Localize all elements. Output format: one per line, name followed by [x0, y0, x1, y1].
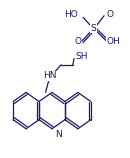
Text: O: O	[75, 37, 82, 46]
Text: S: S	[91, 24, 96, 33]
Text: HN: HN	[43, 71, 56, 80]
Text: OH: OH	[107, 37, 120, 46]
Text: O: O	[107, 10, 114, 19]
Text: N: N	[55, 130, 62, 139]
Text: SH: SH	[75, 52, 88, 61]
Text: HO: HO	[64, 10, 78, 19]
